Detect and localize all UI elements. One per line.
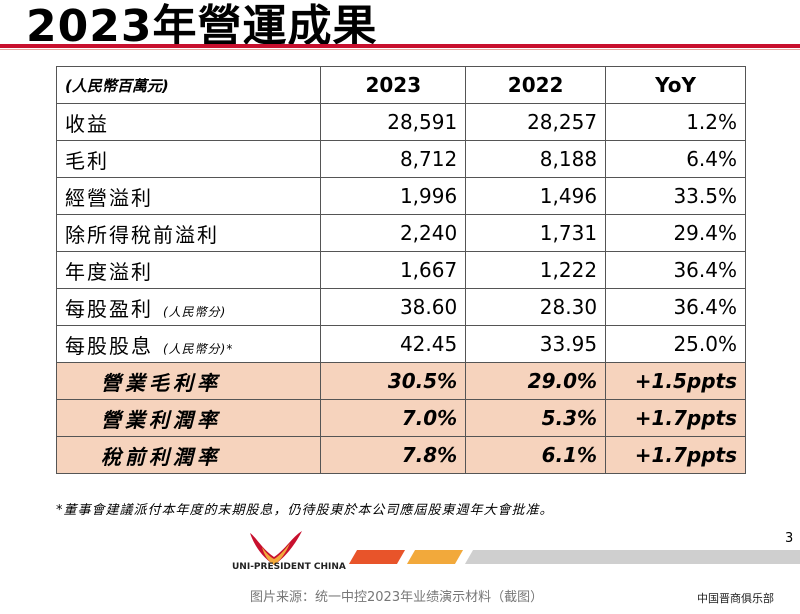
header-2022: 2022	[465, 66, 607, 104]
value-2023: 38.60	[320, 288, 467, 326]
value-yoy: +1.7ppts	[605, 399, 746, 437]
table-row: 毛利 8,712 8,188 6.4%	[55, 140, 746, 178]
row-label: 除所得稅前溢利	[55, 214, 322, 252]
table-row: 每股股息 (人民幣分)* 42.45 33.95 25.0%	[55, 325, 746, 363]
row-label: 每股盈利	[65, 296, 153, 321]
table-row: 年度溢利 1,667 1,222 36.4%	[55, 251, 746, 289]
value-2023: 42.45	[320, 325, 467, 363]
highlight-row: 營業利潤率 7.0% 5.3% +1.7ppts	[55, 399, 746, 437]
value-2022: 28.30	[465, 288, 607, 326]
row-label: 每股股息	[65, 333, 153, 358]
row-label: 經營溢利	[55, 177, 322, 215]
title-underline-thin	[0, 49, 800, 50]
row-label: 收益	[55, 103, 322, 141]
value-2022: 6.1%	[465, 436, 607, 474]
row-label: 營業毛利率	[55, 362, 322, 400]
row-unit-note: (人民幣分)*	[163, 341, 234, 356]
row-label: 營業利潤率	[55, 399, 322, 437]
value-2022: 28,257	[465, 103, 607, 141]
value-2022: 33.95	[465, 325, 607, 363]
watermark: 中国晋商俱乐部	[697, 592, 774, 605]
stripe-orange	[348, 550, 406, 564]
page-title: 2023年營運成果	[26, 1, 378, 52]
value-yoy: +1.7ppts	[605, 436, 746, 474]
title-underline	[0, 44, 800, 48]
footnote: *董事會建議派付本年度的末期股息，仍待股東於本公司應屆股東週年大會批准。	[56, 503, 554, 518]
value-yoy: 25.0%	[605, 325, 746, 363]
value-2023: 7.0%	[320, 399, 467, 437]
brand-name: UNI-PRESIDENT CHINA	[232, 562, 346, 572]
value-yoy: 29.4%	[605, 214, 746, 252]
value-2023: 30.5%	[320, 362, 467, 400]
row-label: 毛利	[55, 140, 322, 178]
value-2023: 1,667	[320, 251, 467, 289]
value-2022: 29.0%	[465, 362, 607, 400]
value-2023: 28,591	[320, 103, 467, 141]
row-label: 稅前利潤率	[55, 436, 322, 474]
table-row: 經營溢利 1,996 1,496 33.5%	[55, 177, 746, 215]
stripe-yellow	[406, 550, 464, 564]
value-2022: 5.3%	[465, 399, 607, 437]
value-yoy: +1.5ppts	[605, 362, 746, 400]
value-yoy: 33.5%	[605, 177, 746, 215]
value-yoy: 6.4%	[605, 140, 746, 178]
header-2023: 2023	[320, 66, 467, 104]
value-2023: 7.8%	[320, 436, 467, 474]
highlight-row: 營業毛利率 30.5% 29.0% +1.5ppts	[55, 362, 746, 400]
image-caption: 图片来源：统一中控2023年业绩演示材料（截图）	[250, 590, 544, 605]
row-label-cell: 每股盈利 (人民幣分)	[55, 288, 322, 326]
uni-president-logo-icon	[250, 531, 302, 565]
value-2022: 8,188	[465, 140, 607, 178]
results-table: (人民幣百萬元) 2023 2022 YoY 收益 28,591 28,257 …	[55, 66, 746, 474]
value-2023: 1,996	[320, 177, 467, 215]
row-label: 年度溢利	[55, 251, 322, 289]
footer-stripes	[345, 550, 800, 570]
page-number: 3	[785, 531, 794, 546]
value-yoy: 1.2%	[605, 103, 746, 141]
table-header-row: (人民幣百萬元) 2023 2022 YoY	[55, 66, 746, 104]
header-yoy: YoY	[605, 66, 746, 104]
value-2022: 1,731	[465, 214, 607, 252]
unit-label: (人民幣百萬元)	[55, 66, 322, 104]
value-2023: 2,240	[320, 214, 467, 252]
highlight-row: 稅前利潤率 7.8% 6.1% +1.7ppts	[55, 436, 746, 474]
table-row: 收益 28,591 28,257 1.2%	[55, 103, 746, 141]
table-row: 每股盈利 (人民幣分) 38.60 28.30 36.4%	[55, 288, 746, 326]
value-2023: 8,712	[320, 140, 467, 178]
row-unit-note: (人民幣分)	[163, 304, 227, 319]
table-row: 除所得稅前溢利 2,240 1,731 29.4%	[55, 214, 746, 252]
value-2022: 1,496	[465, 177, 607, 215]
value-2022: 1,222	[465, 251, 607, 289]
value-yoy: 36.4%	[605, 288, 746, 326]
row-label-cell: 每股股息 (人民幣分)*	[55, 325, 322, 363]
value-yoy: 36.4%	[605, 251, 746, 289]
stripe-gray	[464, 550, 800, 564]
